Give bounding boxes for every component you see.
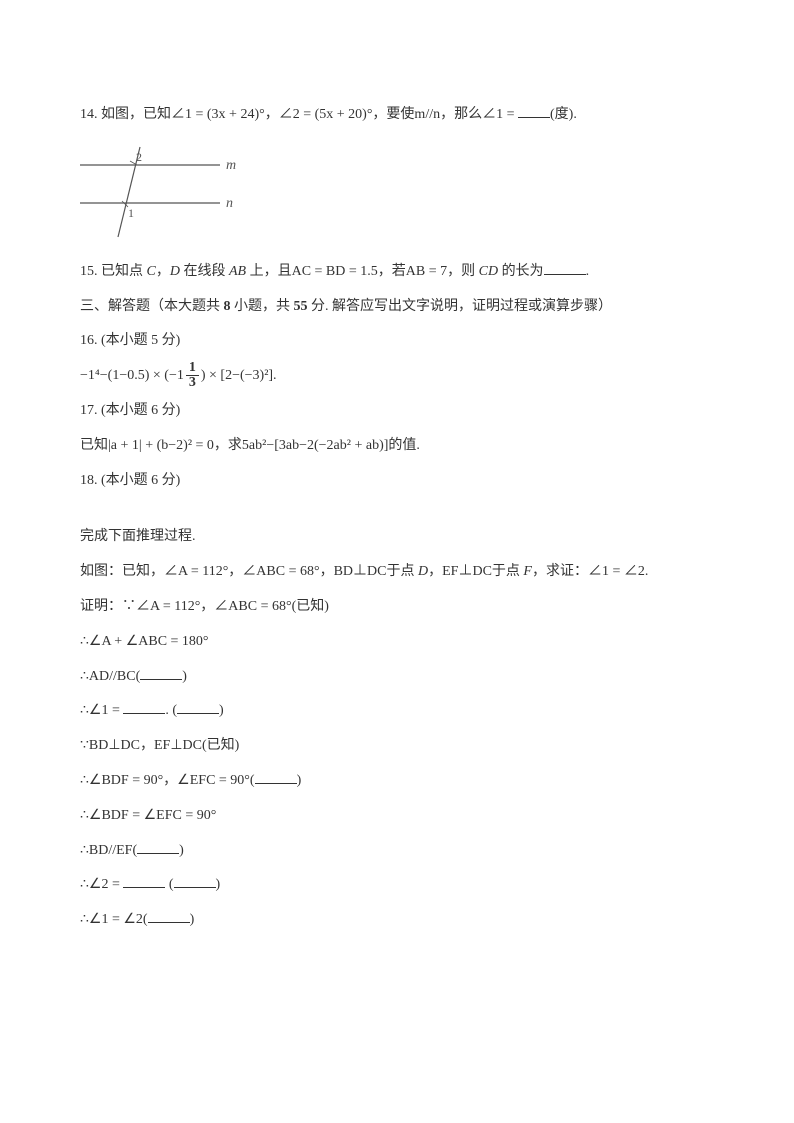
parallel-lines-diagram: m n 2 1: [80, 141, 240, 241]
q18-proof-line: ∴∠1 = ∠2(): [80, 905, 714, 936]
q15-m3: 上，且AC = BD = 1.5，若AB = 7，则: [250, 264, 479, 279]
q15-ab: AB: [229, 264, 250, 279]
q18-proof-line: ∴∠A + ∠ABC = 180°: [80, 627, 714, 658]
q17-body: 已知|a + 1| + (b−2)² = 0，求5ab²−[3ab−2(−2ab…: [80, 431, 714, 462]
q16-frac-num: 1: [186, 361, 199, 376]
q16-fraction: 13: [186, 361, 199, 390]
q15-m2: 在线段: [183, 264, 229, 279]
proof-blank: [123, 700, 165, 714]
q16-expression: −1⁴−(1−0.5) × (−113) × [2−(−3)²].: [80, 361, 714, 392]
q17-header: 17. (本小题 6 分): [80, 396, 714, 427]
q18-given-post: ，求证：∠1 = ∠2.: [532, 564, 648, 579]
q18-proof-line: ∴BD//EF(): [80, 836, 714, 867]
q16-header: 16. (本小题 5 分): [80, 326, 714, 357]
proof-blank: [174, 874, 216, 888]
svg-text:1: 1: [128, 206, 134, 220]
q14-text: 14. 如图，已知∠1 = (3x + 24)°，∠2 = (5x + 20)°…: [80, 100, 714, 131]
q18-proof-line: 证明：∵∠A = 112°，∠ABC = 68°(已知): [80, 592, 714, 623]
q15-c: C: [147, 264, 156, 279]
q16-pre: −1⁴−(1−0.5) × (−1: [80, 368, 184, 383]
q16-frac-den: 3: [186, 376, 199, 390]
q15-d: D: [170, 264, 184, 279]
q18-proof-line: ∵BD⊥DC，EF⊥DC(已知): [80, 731, 714, 762]
section-three-header: 三、解答题（本大题共 8 小题，共 55 分. 解答应写出文字说明，证明过程或演…: [80, 292, 714, 323]
q18-proof-line: ∴∠BDF = 90°，∠EFC = 90°(): [80, 766, 714, 797]
section-three-text: 三、解答题（本大题共 8 小题，共 55 分. 解答应写出文字说明，证明过程或演…: [80, 299, 612, 314]
q14-content: 14. 如图，已知∠1 = (3x + 24)°，∠2 = (5x + 20)°…: [80, 107, 518, 122]
q15-suf-pre: 的长为: [502, 264, 544, 279]
q18-proof-line: ∴∠2 = (): [80, 870, 714, 901]
svg-text:n: n: [226, 196, 233, 211]
q18-proof-line: ∴AD//BC(): [80, 662, 714, 693]
q15-m1: ，: [156, 264, 170, 279]
q18-d-italic: D: [418, 564, 428, 579]
q15-period: .: [586, 264, 590, 279]
proof-blank: [137, 840, 179, 854]
q18-header: 18. (本小题 6 分): [80, 466, 714, 497]
q18-spacer: [80, 500, 714, 518]
q15-prefix: 15. 已知点: [80, 264, 147, 279]
q16-post: ) × [2−(−3)²].: [201, 368, 277, 383]
q18-proof-line: ∴∠1 = . (): [80, 696, 714, 727]
q18-given: 如图：已知，∠A = 112°，∠ABC = 68°，BD⊥DC于点 D，EF⊥…: [80, 557, 714, 588]
q14-blank: [518, 104, 550, 118]
q15-text: 15. 已知点 C，D 在线段 AB 上，且AC = BD = 1.5，若AB …: [80, 257, 714, 288]
proof-blank: [177, 700, 219, 714]
q18-given-pre: 如图：已知，∠A = 112°，∠ABC = 68°，BD⊥DC于点: [80, 564, 418, 579]
proof-blank: [123, 874, 165, 888]
proof-blank: [148, 909, 190, 923]
q15-cd: CD: [479, 264, 502, 279]
q14-tail: (度).: [550, 107, 577, 122]
proof-blank: [255, 770, 297, 784]
svg-text:m: m: [226, 158, 236, 173]
diagram-svg: m n 2 1: [80, 141, 240, 241]
svg-text:2: 2: [136, 150, 142, 164]
q18-given-mid: ，EF⊥DC于点: [428, 564, 523, 579]
q18-intro: 完成下面推理过程.: [80, 522, 714, 553]
q15-blank: [544, 261, 586, 275]
q18-proof-line: ∴∠BDF = ∠EFC = 90°: [80, 801, 714, 832]
q18-proof-container: 证明：∵∠A = 112°，∠ABC = 68°(已知) ∴∠A + ∠ABC =…: [80, 592, 714, 936]
q18-f-italic: F: [523, 564, 532, 579]
proof-blank: [140, 666, 182, 680]
